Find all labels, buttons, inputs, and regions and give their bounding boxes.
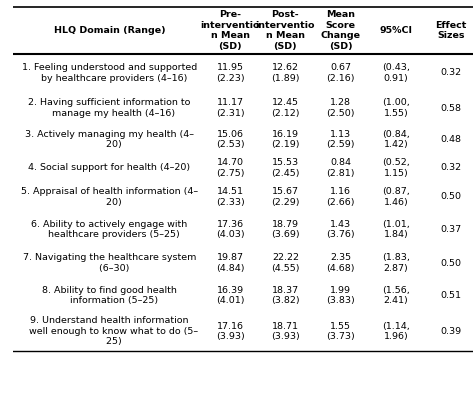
Text: 0.48: 0.48: [441, 135, 462, 144]
Text: 12.45
(2.12): 12.45 (2.12): [271, 98, 300, 118]
Text: 2. Having sufficient information to
   manage my health (4–16): 2. Having sufficient information to mana…: [28, 98, 191, 118]
Text: 14.70
(2.75): 14.70 (2.75): [216, 158, 244, 178]
Text: (1.14,
1.96): (1.14, 1.96): [382, 322, 410, 341]
Text: 1.55
(3.73): 1.55 (3.73): [326, 322, 355, 341]
Text: 0.67
(2.16): 0.67 (2.16): [327, 63, 355, 83]
Text: (0.43,
0.91): (0.43, 0.91): [382, 63, 410, 83]
Text: (1.56,
2.41): (1.56, 2.41): [382, 286, 410, 305]
Text: Mean
Score
Change
(SD): Mean Score Change (SD): [320, 11, 361, 51]
Text: 0.84
(2.81): 0.84 (2.81): [327, 158, 355, 178]
Text: 8. Ability to find good health
   information (5–25): 8. Ability to find good health informati…: [42, 286, 177, 305]
Text: 16.19
(2.19): 16.19 (2.19): [271, 130, 300, 149]
Text: HLQ Domain (Range): HLQ Domain (Range): [54, 26, 165, 35]
Text: 19.87
(4.84): 19.87 (4.84): [216, 254, 244, 273]
Text: 18.37
(3.82): 18.37 (3.82): [271, 286, 300, 305]
Text: 14.51
(2.33): 14.51 (2.33): [216, 187, 245, 207]
Text: 2.35
(4.68): 2.35 (4.68): [327, 254, 355, 273]
Text: 17.16
(3.93): 17.16 (3.93): [216, 322, 245, 341]
Text: 1.13
(2.59): 1.13 (2.59): [327, 130, 355, 149]
Text: 6. Ability to actively engage with
   healthcare providers (5–25): 6. Ability to actively engage with healt…: [31, 220, 188, 239]
Text: 11.17
(2.31): 11.17 (2.31): [216, 98, 245, 118]
Text: 0.32: 0.32: [441, 68, 462, 77]
Text: 3. Actively managing my health (4–
   20): 3. Actively managing my health (4– 20): [25, 130, 194, 149]
Text: (0.87,
1.46): (0.87, 1.46): [382, 187, 410, 207]
Text: Post-
interventio
n Mean
(SD): Post- interventio n Mean (SD): [255, 11, 315, 51]
Text: 9. Understand health information
   well enough to know what to do (5–
   25): 9. Understand health information well en…: [20, 316, 199, 346]
Text: 5. Appraisal of health information (4–
   20): 5. Appraisal of health information (4– 2…: [21, 187, 198, 207]
Text: 1. Feeling understood and supported
   by healthcare providers (4–16): 1. Feeling understood and supported by h…: [22, 63, 197, 83]
Text: 95%CI: 95%CI: [379, 26, 412, 35]
Text: (1.83,
2.87): (1.83, 2.87): [382, 254, 410, 273]
Text: 1.16
(2.66): 1.16 (2.66): [327, 187, 355, 207]
Text: 22.22
(4.55): 22.22 (4.55): [271, 254, 300, 273]
Text: 15.06
(2.53): 15.06 (2.53): [216, 130, 245, 149]
Text: 1.99
(3.83): 1.99 (3.83): [326, 286, 355, 305]
Text: 15.53
(2.45): 15.53 (2.45): [271, 158, 300, 178]
Text: 17.36
(4.03): 17.36 (4.03): [216, 220, 245, 239]
Text: (1.00,
1.55): (1.00, 1.55): [382, 98, 410, 118]
Text: Pre-
interventio
n Mean
(SD): Pre- interventio n Mean (SD): [201, 11, 260, 51]
Text: 4. Social support for health (4–20): 4. Social support for health (4–20): [28, 164, 191, 173]
Text: 0.51: 0.51: [441, 291, 462, 300]
Text: 11.95
(2.23): 11.95 (2.23): [216, 63, 245, 83]
Text: 12.62
(1.89): 12.62 (1.89): [271, 63, 300, 83]
Text: 15.67
(2.29): 15.67 (2.29): [271, 187, 300, 207]
Text: 0.58: 0.58: [441, 104, 462, 113]
Text: 18.71
(3.93): 18.71 (3.93): [271, 322, 300, 341]
Text: 0.50: 0.50: [441, 258, 462, 268]
Text: 0.37: 0.37: [441, 225, 462, 234]
Text: 1.28
(2.50): 1.28 (2.50): [327, 98, 355, 118]
Text: 18.79
(3.69): 18.79 (3.69): [271, 220, 300, 239]
Text: 0.39: 0.39: [441, 327, 462, 336]
Text: Effect
Sizes: Effect Sizes: [436, 21, 467, 40]
Text: (1.01,
1.84): (1.01, 1.84): [382, 220, 410, 239]
Text: 16.39
(4.01): 16.39 (4.01): [216, 286, 244, 305]
Text: (0.52,
1.15): (0.52, 1.15): [382, 158, 410, 178]
Text: 0.50: 0.50: [441, 192, 462, 201]
Text: (0.84,
1.42): (0.84, 1.42): [382, 130, 410, 149]
Text: 1.43
(3.76): 1.43 (3.76): [326, 220, 355, 239]
Text: 0.32: 0.32: [441, 164, 462, 173]
Text: 7. Navigating the healthcare system
   (6–30): 7. Navigating the healthcare system (6–3…: [23, 254, 196, 273]
